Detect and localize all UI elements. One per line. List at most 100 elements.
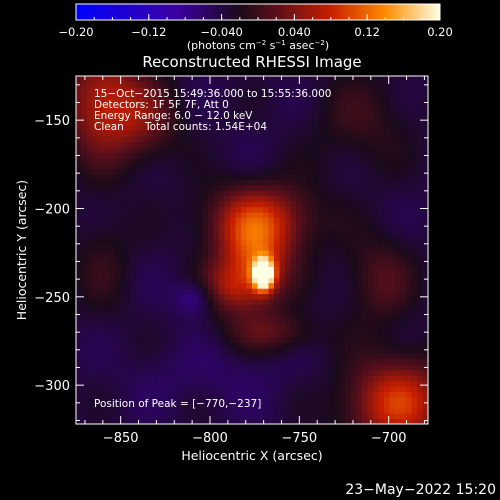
heatmap-cell <box>142 239 149 246</box>
heatmap-cell <box>136 217 143 224</box>
heatmap-cell <box>422 250 428 257</box>
heatmap-cell <box>279 380 286 387</box>
heatmap-cell <box>169 141 176 148</box>
heatmap-cell <box>285 342 292 349</box>
heatmap-cell <box>400 92 407 99</box>
heatmap-cell <box>290 76 297 83</box>
heatmap-cell <box>169 146 176 153</box>
heatmap-cell <box>395 266 402 273</box>
heatmap-cell <box>114 271 121 278</box>
heatmap-cell <box>208 293 215 300</box>
heatmap-cell <box>153 391 160 398</box>
heatmap-cell <box>340 375 347 382</box>
heatmap-cell <box>76 173 83 180</box>
heatmap-cell <box>296 168 303 175</box>
heatmap-cell <box>329 391 336 398</box>
heatmap-cell <box>103 244 110 251</box>
heatmap-cell <box>296 135 303 142</box>
heatmap-cell <box>136 320 143 327</box>
heatmap-cell <box>257 315 264 322</box>
heatmap-cell <box>351 353 358 360</box>
heatmap-cell <box>109 86 116 93</box>
heatmap-cell <box>164 413 171 420</box>
heatmap-cell <box>356 86 363 93</box>
heatmap-cell <box>329 206 336 213</box>
heatmap-cell <box>153 130 160 137</box>
heatmap-cell <box>373 260 380 267</box>
heatmap-cell <box>268 179 275 186</box>
heatmap-cell <box>169 298 176 305</box>
heatmap-cell <box>224 315 231 322</box>
heatmap-cell <box>318 81 325 88</box>
heatmap-cell <box>246 407 253 414</box>
heatmap-cell <box>213 380 220 387</box>
heatmap-cell <box>158 353 165 360</box>
heatmap-cell <box>114 380 121 387</box>
heatmap-cell <box>246 369 253 376</box>
heatmap-cell <box>422 201 428 208</box>
heatmap-cell <box>340 103 347 110</box>
heatmap-cell <box>87 97 94 104</box>
axis-ticks <box>76 76 428 424</box>
heatmap-cell <box>257 76 264 83</box>
heatmap-cell <box>142 391 149 398</box>
heatmap-cell <box>114 135 121 142</box>
heatmap-cell <box>125 108 132 115</box>
heatmap-cell <box>109 309 116 316</box>
heatmap-cell <box>307 266 314 273</box>
heatmap-cell <box>389 114 396 121</box>
heatmap-cell <box>81 217 88 224</box>
heatmap-cell <box>191 228 198 235</box>
heatmap-cell <box>125 396 132 403</box>
heatmap-cell <box>384 184 391 191</box>
heatmap-cell <box>307 396 314 403</box>
heatmap-cell <box>180 201 187 208</box>
heatmap-cell <box>120 217 127 224</box>
heatmap-cell <box>76 201 83 208</box>
heatmap-cell <box>307 92 314 99</box>
heatmap-cell <box>400 146 407 153</box>
heatmap-cell <box>142 337 149 344</box>
heatmap-cell <box>373 114 380 121</box>
y-tick-label: −300 <box>34 379 70 394</box>
heatmap-cell <box>274 277 281 284</box>
heatmap-cell <box>213 255 220 262</box>
heatmap-cell <box>208 255 215 262</box>
heatmap-cell <box>312 271 319 278</box>
heatmap-cell <box>323 108 330 115</box>
heatmap-cell <box>268 260 275 267</box>
heatmap-cell <box>268 217 275 224</box>
heatmap-cell <box>109 342 116 349</box>
heatmap-cell <box>164 103 171 110</box>
heatmap-cell <box>175 179 182 186</box>
heatmap-cell <box>373 293 380 300</box>
heatmap-cell <box>356 277 363 284</box>
heatmap-cell <box>241 353 248 360</box>
heatmap-cell <box>296 195 303 202</box>
heatmap-cell <box>406 282 413 289</box>
heatmap-cell <box>114 152 121 159</box>
heatmap-cell <box>378 201 385 208</box>
heatmap-cell <box>263 103 270 110</box>
heatmap-cell <box>131 402 138 409</box>
heatmap-cell <box>257 353 264 360</box>
heatmap-cell <box>345 337 352 344</box>
heatmap-cell <box>230 402 237 409</box>
heatmap-cell <box>422 288 428 295</box>
heatmap-cell <box>362 255 369 262</box>
heatmap-cell <box>389 135 396 142</box>
heatmap-cell <box>301 293 308 300</box>
heatmap-cell <box>175 250 182 257</box>
heatmap-cell <box>202 402 209 409</box>
heatmap-cell <box>224 277 231 284</box>
heatmap-cell <box>389 228 396 235</box>
heatmap-cell <box>389 320 396 327</box>
heatmap-cell <box>378 293 385 300</box>
heatmap-cell <box>329 364 336 371</box>
heatmap-cell <box>175 114 182 121</box>
heatmap-cell <box>274 260 281 267</box>
heatmap-cell <box>235 418 242 424</box>
heatmap-cell <box>395 255 402 262</box>
heatmap-cell <box>230 146 237 153</box>
heatmap-cell <box>367 364 374 371</box>
